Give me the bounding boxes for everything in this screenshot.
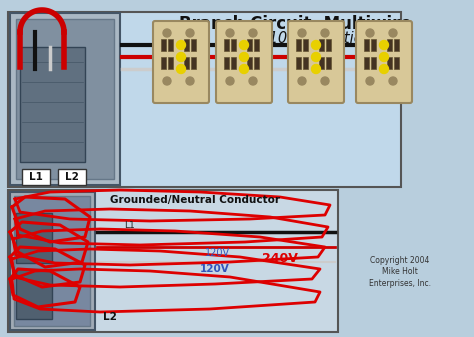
Text: Branch Circuit, Multiwire: Branch Circuit, Multiwire [179, 15, 411, 33]
Text: Copyright 2004
Mike Holt
Enterprises, Inc.: Copyright 2004 Mike Holt Enterprises, In… [369, 256, 431, 288]
Bar [168, 39, 173, 51]
Circle shape [380, 64, 389, 73]
Bar [8, 190, 338, 332]
Text: L2: L2 [103, 312, 117, 322]
Circle shape [163, 77, 171, 85]
Text: 120V: 120V [205, 248, 230, 258]
Circle shape [226, 77, 234, 85]
Bar [387, 39, 392, 51]
Bar [58, 169, 86, 185]
Bar [8, 12, 401, 187]
Bar [394, 39, 399, 51]
Circle shape [311, 40, 320, 50]
Circle shape [366, 29, 374, 37]
Bar [10, 13, 120, 185]
Circle shape [380, 53, 389, 61]
Bar [371, 57, 376, 69]
Circle shape [186, 29, 194, 37]
Bar [231, 57, 236, 69]
Bar [296, 39, 301, 51]
Bar [231, 39, 236, 51]
Bar [161, 57, 166, 69]
Text: L2: L2 [65, 172, 79, 182]
Bar [254, 57, 259, 69]
Circle shape [249, 29, 257, 37]
Circle shape [239, 64, 248, 73]
Bar [319, 39, 324, 51]
Circle shape [163, 29, 171, 37]
Text: 240V: 240V [262, 252, 298, 266]
FancyBboxPatch shape [216, 21, 272, 103]
Bar [247, 57, 252, 69]
Bar [319, 57, 324, 69]
Bar [303, 39, 308, 51]
FancyBboxPatch shape [153, 21, 209, 103]
Circle shape [226, 29, 234, 37]
Bar [16, 269, 52, 319]
Bar [14, 196, 90, 326]
Circle shape [311, 53, 320, 61]
Bar [10, 192, 95, 330]
Circle shape [249, 77, 257, 85]
Text: L1: L1 [29, 172, 43, 182]
Circle shape [311, 64, 320, 73]
Circle shape [239, 53, 248, 61]
Circle shape [380, 40, 389, 50]
Text: Article 100 Definition: Article 100 Definition [218, 31, 373, 46]
Circle shape [298, 77, 306, 85]
Bar [184, 57, 189, 69]
Bar [22, 169, 50, 185]
Bar [326, 57, 331, 69]
Bar [16, 19, 114, 179]
Text: L1: L1 [125, 220, 136, 229]
Bar [224, 57, 229, 69]
Circle shape [389, 77, 397, 85]
Bar [191, 57, 196, 69]
Circle shape [366, 77, 374, 85]
Bar [184, 39, 189, 51]
Bar [16, 213, 52, 263]
Bar [394, 57, 399, 69]
Circle shape [186, 77, 194, 85]
Bar [364, 39, 369, 51]
Circle shape [176, 53, 185, 61]
Circle shape [176, 40, 185, 50]
FancyBboxPatch shape [288, 21, 344, 103]
Bar [20, 47, 85, 162]
Bar [168, 57, 173, 69]
FancyBboxPatch shape [356, 21, 412, 103]
Circle shape [321, 77, 329, 85]
Bar [303, 57, 308, 69]
Text: 120V: 120V [200, 264, 230, 274]
Circle shape [321, 29, 329, 37]
Text: Grounded/Neutral Conductor: Grounded/Neutral Conductor [110, 195, 280, 205]
Circle shape [239, 40, 248, 50]
Circle shape [176, 64, 185, 73]
Bar [224, 39, 229, 51]
Bar [191, 39, 196, 51]
Bar [254, 39, 259, 51]
Circle shape [389, 29, 397, 37]
Bar [387, 57, 392, 69]
Bar [161, 39, 166, 51]
Bar [364, 57, 369, 69]
Bar [371, 39, 376, 51]
Circle shape [298, 29, 306, 37]
Bar [326, 39, 331, 51]
Bar [296, 57, 301, 69]
Bar [247, 39, 252, 51]
